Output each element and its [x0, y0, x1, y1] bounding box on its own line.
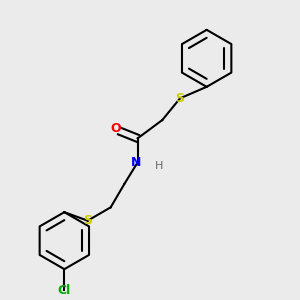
Text: O: O [110, 122, 121, 134]
Text: S: S [176, 92, 184, 105]
Text: Cl: Cl [58, 284, 71, 296]
Text: S: S [83, 214, 92, 227]
Text: N: N [131, 156, 141, 169]
Text: H: H [155, 161, 164, 171]
